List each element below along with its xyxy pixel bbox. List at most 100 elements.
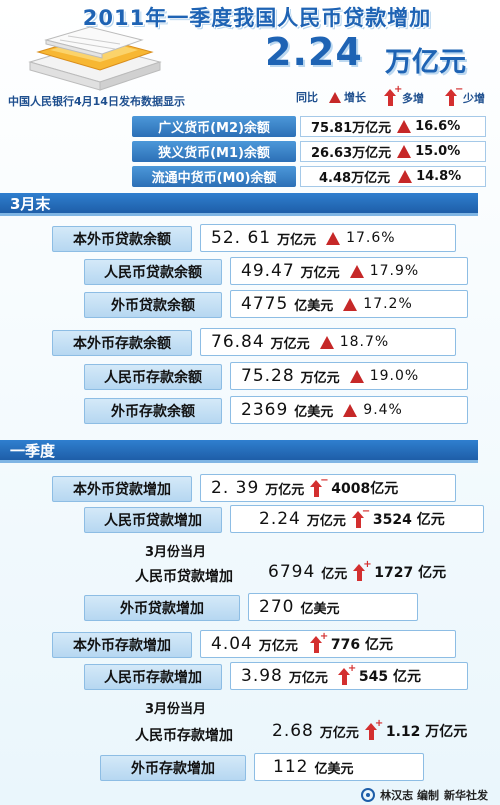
row-number: 4775 bbox=[241, 294, 289, 314]
row-value-box: 52. 61 万亿元 17.6% bbox=[200, 224, 456, 252]
row-label: 外币贷款余额 bbox=[84, 292, 222, 318]
editor-credit: 林汉志 编制 bbox=[380, 789, 439, 802]
row-label: 本外币存款余额 bbox=[52, 330, 192, 356]
march-loan-label: 人民币贷款增加 bbox=[135, 569, 233, 585]
row-unit: 亿美元 bbox=[314, 761, 354, 777]
subtitle: 中国人民银行4月14日发布数据显示 bbox=[8, 95, 185, 108]
row-unit: 万亿元 bbox=[300, 370, 340, 386]
row-value-box: 3.98 万亿元 + 545 亿元 bbox=[230, 662, 468, 690]
row-pct: 17.6% bbox=[346, 230, 396, 246]
increase-triangle-icon bbox=[398, 170, 413, 183]
increase-triangle-icon bbox=[326, 231, 341, 245]
row-number: 112 bbox=[273, 757, 309, 777]
row-value-box: 75.28 万亿元 19.0% bbox=[230, 362, 468, 390]
m1-pct: 15.0% bbox=[415, 144, 461, 159]
increase-arrow-icon: + bbox=[309, 631, 328, 653]
row-change: 1.12 万亿元 bbox=[385, 724, 468, 740]
march-note: 3月份当月 bbox=[145, 545, 207, 560]
newspaper-stack-illustration bbox=[28, 26, 162, 91]
row-pct: 17.2% bbox=[363, 296, 413, 312]
m2-value: 75.81万亿元 bbox=[311, 121, 392, 136]
agency-credit: 新华社发 bbox=[444, 789, 488, 802]
row-change: 545 亿元 bbox=[358, 669, 421, 685]
legend-yoy: 同比 bbox=[296, 89, 318, 105]
section-header-march-end: 3月末 bbox=[0, 193, 478, 213]
increase-arrow-icon: + bbox=[384, 85, 402, 106]
row-unit: 万亿元 bbox=[288, 670, 328, 686]
m1-value: 26.63万亿元 bbox=[311, 146, 392, 161]
m1-label: 狭义货币(M1)余额 bbox=[132, 141, 296, 162]
row-number: 6794 bbox=[268, 562, 316, 582]
increase-triangle-icon bbox=[343, 297, 358, 311]
row-unit: 万亿元 bbox=[306, 513, 346, 529]
row-unit: 亿美元 bbox=[294, 298, 334, 314]
march-deposit-label: 人民币存款增加 bbox=[135, 728, 233, 744]
row-unit: 万亿元 bbox=[300, 265, 340, 281]
row-label: 外币存款余额 bbox=[84, 398, 222, 424]
row-label: 本外币贷款增加 bbox=[52, 476, 192, 502]
row-label: 人民币存款增加 bbox=[84, 664, 222, 690]
row-value-box: 76.84 万亿元 18.7% bbox=[200, 328, 456, 356]
row-label: 本外币存款增加 bbox=[52, 632, 192, 658]
legend-more: + 多增 bbox=[384, 85, 424, 106]
page-title: 2011年一季度我国人民币贷款增加 bbox=[82, 6, 432, 30]
increase-triangle-icon bbox=[319, 335, 334, 349]
row-pct: 9.4% bbox=[363, 402, 403, 418]
row-label: 人民币贷款增加 bbox=[84, 507, 222, 533]
row-unit: 万亿元 bbox=[270, 336, 310, 352]
row-number: 75.28 bbox=[241, 366, 295, 386]
section-title: 一季度 bbox=[10, 441, 56, 460]
row-unit: 万亿元 bbox=[258, 638, 298, 654]
m1-value-box: 26.63万亿元 15.0% bbox=[300, 141, 486, 162]
xinhua-logo-icon bbox=[361, 788, 376, 802]
increase-triangle-icon bbox=[349, 264, 364, 278]
row-unit: 亿美元 bbox=[294, 404, 334, 420]
increase-arrow-icon: + bbox=[353, 559, 372, 581]
row-number: 270 bbox=[259, 597, 295, 617]
row-value-box: 270 亿美元 bbox=[248, 593, 418, 621]
row-label: 外币存款增加 bbox=[100, 755, 246, 781]
row-change: 4008亿元 bbox=[331, 481, 399, 497]
row-number: 2.68 bbox=[272, 721, 314, 741]
less-increase-arrow-icon: − bbox=[310, 475, 329, 497]
march-deposit-value: 2.68 万亿元 + 1.12 万亿元 bbox=[272, 718, 468, 741]
section-divider bbox=[0, 213, 478, 216]
decrease-growth-arrow-icon: − bbox=[445, 85, 463, 106]
row-number: 2. 39 bbox=[211, 478, 260, 498]
increase-arrow-icon: + bbox=[337, 663, 356, 685]
row-number: 76.84 bbox=[211, 332, 265, 352]
row-unit: 万亿元 bbox=[319, 725, 359, 741]
row-label: 人民币存款余额 bbox=[84, 364, 222, 390]
m0-value: 4.48万亿元 bbox=[319, 171, 391, 186]
section-title: 3月末 bbox=[10, 194, 51, 213]
m2-value-box: 75.81万亿元 16.6% bbox=[300, 116, 486, 137]
increase-triangle-icon bbox=[343, 403, 358, 417]
headline-number: 2.24 bbox=[265, 30, 363, 74]
legend-more-label: 多增 bbox=[402, 91, 424, 105]
legend-growth: 增长 bbox=[329, 89, 366, 105]
row-label: 外币贷款增加 bbox=[84, 595, 240, 621]
row-change: 776 亿元 bbox=[330, 637, 393, 653]
march-note: 3月份当月 bbox=[145, 702, 207, 717]
row-value-box: 2.24 万亿元 − 3524 亿元 bbox=[230, 505, 484, 533]
row-number: 49.47 bbox=[241, 261, 295, 281]
increase-arrow-icon: + bbox=[364, 718, 383, 740]
row-number: 2.24 bbox=[259, 509, 301, 529]
section-header-q1: 一季度 bbox=[0, 440, 478, 460]
row-value-box: 4775 亿美元 17.2% bbox=[230, 290, 468, 318]
row-unit: 万亿元 bbox=[277, 232, 317, 248]
legend-growth-label: 增长 bbox=[344, 91, 366, 104]
row-label: 本外币贷款余额 bbox=[52, 226, 192, 252]
row-value-box: 49.47 万亿元 17.9% bbox=[230, 257, 468, 285]
row-pct: 19.0% bbox=[369, 368, 420, 384]
increase-triangle-icon bbox=[329, 91, 341, 103]
row-change: 3524 亿元 bbox=[372, 512, 445, 528]
row-unit: 万亿元 bbox=[265, 482, 305, 498]
m0-pct: 14.8% bbox=[416, 169, 462, 184]
row-number: 52. 61 bbox=[211, 228, 272, 248]
row-number: 4.04 bbox=[211, 634, 253, 654]
row-value-box: 112 亿美元 bbox=[254, 753, 424, 781]
m0-label: 流通中货币(M0)余额 bbox=[132, 166, 296, 187]
legend-yoy-label: 同比 bbox=[296, 91, 318, 104]
increase-triangle-icon bbox=[397, 120, 412, 133]
